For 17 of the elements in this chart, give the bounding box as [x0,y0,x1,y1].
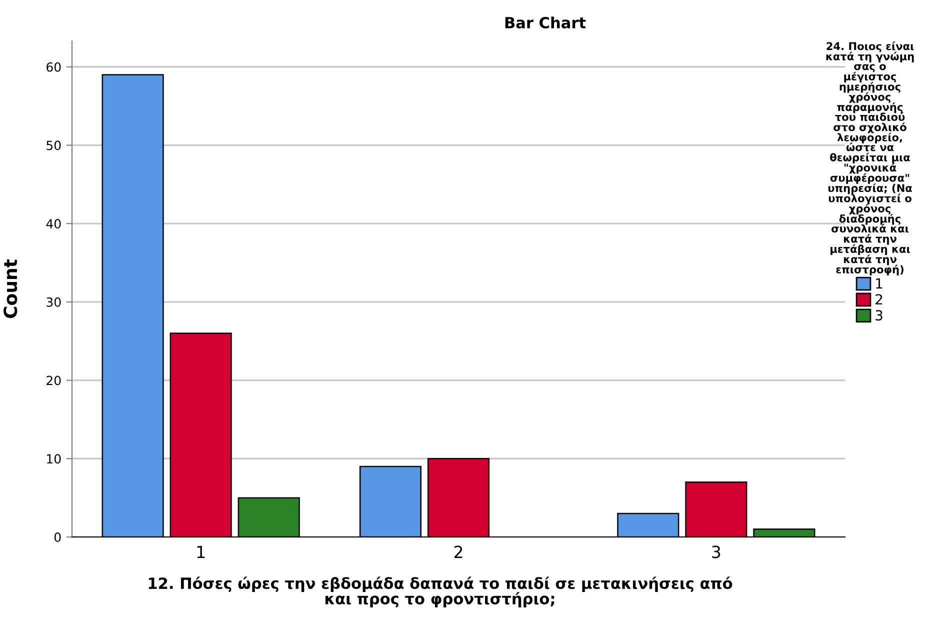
y-tick-label: 50 [46,140,61,150]
chart-title: Bar Chart [505,16,586,28]
x-tick-label: 3 [712,546,720,558]
x-tick-label: 1 [197,546,205,558]
x-axis-title: 12. Πόσες ώρες την εβδομάδα δαπανά το παιδί σε μετακινήσεις από και προς το φροντιστήριο; [148,576,732,608]
y-tick-label: 10 [47,454,61,464]
y-tick-label: 60 [46,62,61,72]
y-tick-label: 20 [46,376,61,386]
y-tick-label: 40 [46,219,61,228]
y-tick-label: 0 [54,532,61,542]
legend-label: 1 [876,278,882,288]
y-axis-title: Count [4,259,18,318]
y-tick-label: 30 [46,297,61,307]
x-tick-label: 2 [454,546,462,558]
legend-label: 3 [876,310,882,321]
legend-label: 2 [876,294,882,304]
text: 24. Ποιος είναι κατά τη γνώμη σας ο μέγιστος ημερήσιος χρόνος παραμονής του παιδιού στο σχολικό λεωφορείο, ώστε να θεωρείται μια "χρονικά συμφέρουσα" υπηρεσία; (Να υπολογιστεί ο χρόνος διαδρομής συνολικά και κατά την μετάβαση και κατά την επιστροφή) [826,42,914,276]
